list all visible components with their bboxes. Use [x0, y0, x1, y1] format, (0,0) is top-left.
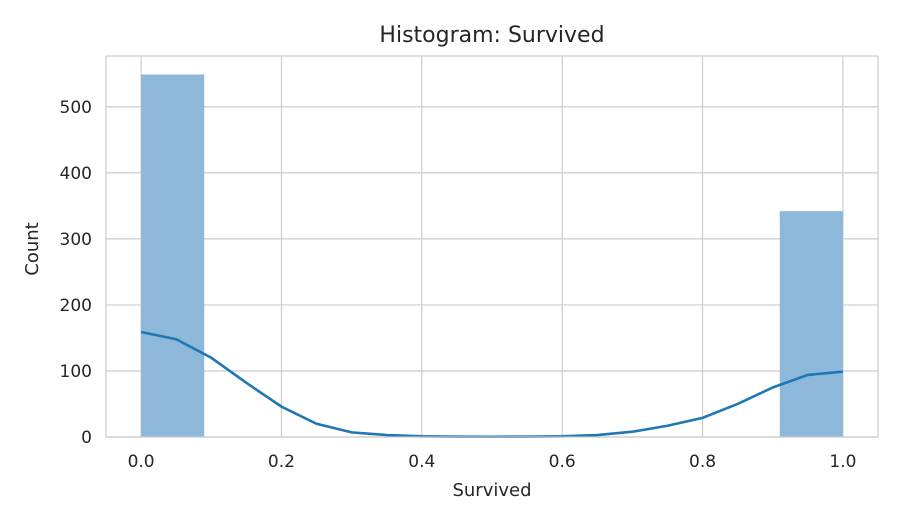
x-tick-label-5: 1.0 — [829, 452, 856, 472]
y-tick-label-2: 200 — [60, 296, 92, 316]
x-tick-label-2: 0.4 — [408, 452, 435, 472]
x-axis-label: Survived — [452, 480, 531, 501]
x-axis-ticks: 0.0 0.2 0.4 0.6 0.8 1.0 — [128, 452, 857, 472]
grid — [106, 56, 878, 438]
y-tick-label-3: 300 — [60, 230, 92, 250]
y-tick-label-0: 0 — [81, 428, 92, 448]
y-axis-ticks: 0 100 200 300 400 500 — [60, 98, 92, 448]
histogram-bar-1 — [779, 211, 843, 437]
y-axis-label: Count — [22, 222, 43, 275]
y-tick-label-4: 400 — [60, 164, 92, 184]
y-tick-label-1: 100 — [60, 362, 92, 382]
x-tick-label-1: 0.2 — [268, 452, 295, 472]
x-tick-label-3: 0.6 — [549, 452, 576, 472]
y-tick-label-5: 500 — [60, 98, 92, 118]
histogram-bar-0 — [141, 74, 205, 437]
kde-curve — [140, 330, 844, 439]
x-tick-label-4: 0.8 — [689, 452, 716, 472]
plot-frame — [105, 55, 879, 438]
chart-title: Histogram: Survived — [379, 23, 604, 48]
histogram-bars — [141, 74, 843, 437]
x-tick-label-0: 0.0 — [128, 452, 155, 472]
